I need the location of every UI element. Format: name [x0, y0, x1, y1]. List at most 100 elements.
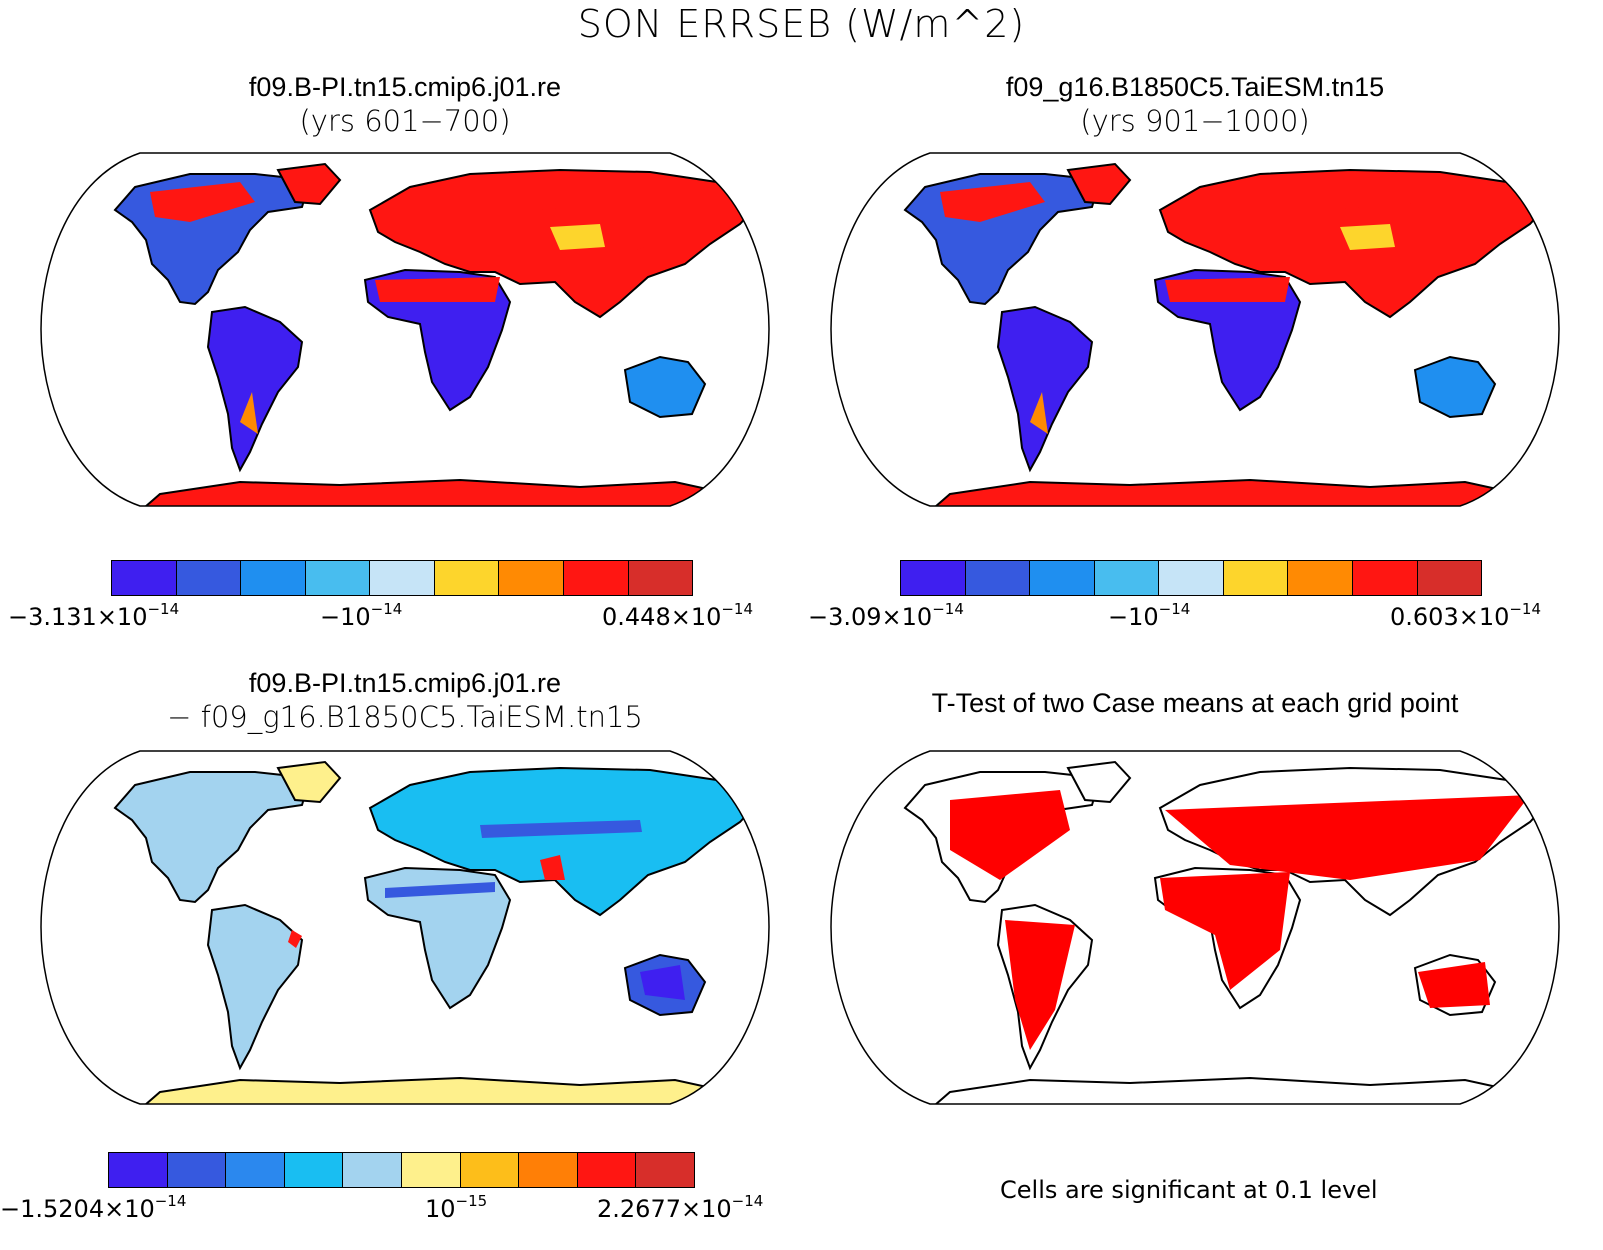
- map-frame: [830, 152, 1560, 507]
- panel-1-colorbar-label-max: 0.448×10−14: [602, 600, 754, 631]
- land-africa: [363, 268, 512, 412]
- panel-2-colorbar-label-max: 0.603×10−14: [1390, 600, 1542, 631]
- colorbar-box-6: [434, 561, 500, 595]
- land-europeAsia: [368, 766, 764, 917]
- colorbar-box-7: [499, 561, 564, 595]
- land-southAmerica: [206, 305, 304, 473]
- field-patch-1: [385, 882, 495, 898]
- panel-1-map: [40, 152, 770, 507]
- field-patch-5: [1030, 392, 1048, 434]
- colorbar-box-9: [577, 1153, 637, 1187]
- land-africa: [1153, 268, 1302, 412]
- field-patch-3: [550, 224, 605, 250]
- colorbar-box-4: [1094, 561, 1160, 595]
- colorbar-box-1: [112, 561, 177, 595]
- colorbar-box-2: [965, 561, 1031, 595]
- world-map: [40, 750, 770, 1105]
- panel-1-title: f09.B-PI.tn15.cmip6.j01.re (yrs 601−700): [40, 70, 770, 138]
- land-greenland: [276, 760, 342, 804]
- panel-2-title: f09_g16.B1850C5.TaiESM.tn15 (yrs 901−100…: [830, 70, 1560, 138]
- colorbar-box-8: [519, 1153, 578, 1187]
- significant-area-1: [950, 790, 1070, 880]
- colorbar-box-2: [176, 561, 242, 595]
- field-patch-3: [640, 965, 685, 1000]
- colorbar-box-5: [1159, 561, 1224, 595]
- panel-2-colorbar-label-min: −3.09×10−14: [808, 600, 964, 631]
- panel-2-title-line1: f09_g16.B1850C5.TaiESM.tn15: [1005, 72, 1385, 102]
- significant-area-4: [1005, 920, 1075, 1050]
- colorbar-box-1: [901, 561, 966, 595]
- colorbar-box-6: [401, 1153, 461, 1187]
- colorbar-box-4: [305, 561, 371, 595]
- colorbar-box-2: [167, 1153, 227, 1187]
- land-africa: [363, 866, 512, 1010]
- map-frame: [40, 152, 770, 507]
- panel-4-title: T-Test of two Case means at each grid po…: [830, 686, 1560, 720]
- map-frame: [40, 750, 770, 1105]
- land-antarctica: [142, 1076, 743, 1104]
- panel-4-note: Cells are significant at 0.1 level: [1000, 1176, 1378, 1204]
- panel-3-title-line2: − f09_g16.B1850C5.TaiESM.tn15: [167, 700, 643, 734]
- panel-1-colorbar: [111, 560, 693, 596]
- land-greenland: [1066, 162, 1132, 206]
- field-patch-4: [150, 182, 255, 222]
- panel-3-title: f09.B-PI.tn15.cmip6.j01.re − f09_g16.B18…: [40, 666, 770, 734]
- colorbar-box-5: [370, 561, 435, 595]
- world-map: [830, 750, 1560, 1105]
- panel-3-colorbar: [108, 1152, 695, 1188]
- land-southAmerica: [996, 305, 1094, 473]
- colorbar-box-8: [563, 561, 629, 595]
- field-patch-4: [540, 855, 565, 880]
- colorbar-box-5: [343, 1153, 402, 1187]
- panel-4-map: [830, 750, 1560, 1105]
- land-greenland: [276, 162, 342, 206]
- land-greenland: [1066, 760, 1132, 804]
- field-patch-5: [240, 392, 258, 434]
- colorbar-box-9: [1417, 561, 1482, 595]
- colorbar-box-3: [241, 561, 306, 595]
- map-frame: [830, 750, 1560, 1105]
- world-map: [830, 152, 1560, 507]
- field-patch-2: [480, 820, 642, 838]
- panel-3-colorbar-label-min: −1.5204×10−14: [0, 1192, 187, 1223]
- land-southAmerica: [206, 903, 304, 1071]
- panel-1-title-line1: f09.B-PI.tn15.cmip6.j01.re: [248, 72, 562, 102]
- panel-3-colorbar-label-max: 2.2677×10−14: [597, 1192, 764, 1223]
- panel-1-title-line2: (yrs 601−700): [299, 104, 511, 138]
- colorbar-box-1: [109, 1153, 168, 1187]
- land-australia: [623, 355, 707, 419]
- panel-4-title-line1: T-Test of two Case means at each grid po…: [931, 688, 1459, 718]
- field-patch-1: [375, 277, 500, 302]
- colorbar-box-7: [460, 1153, 520, 1187]
- panel-1-colorbar-label-mid: −10−14: [320, 600, 403, 631]
- panel-2-map: [830, 152, 1560, 507]
- panel-3-colorbar-label-mid: 10−15: [425, 1192, 488, 1223]
- land-antarctica: [932, 478, 1533, 506]
- panel-2-colorbar-label-mid: −10−14: [1108, 600, 1191, 631]
- field-patch-1: [1165, 277, 1290, 302]
- colorbar-box-8: [1352, 561, 1418, 595]
- significant-area-5: [1418, 962, 1490, 1008]
- colorbar-box-10: [636, 1153, 694, 1187]
- colorbar-box-3: [226, 1153, 285, 1187]
- field-patch-4: [940, 182, 1045, 222]
- land-antarctica: [142, 478, 743, 506]
- colorbar-box-7: [1288, 561, 1353, 595]
- figure-title: SON ERRSEB (W/m^2): [577, 2, 1026, 46]
- panel-2-colorbar: [900, 560, 1482, 596]
- panel-1-colorbar-label-min: −3.131×10−14: [8, 600, 180, 631]
- land-antarctica: [932, 1076, 1533, 1104]
- significant-area-2: [1165, 795, 1530, 880]
- colorbar-box-3: [1030, 561, 1095, 595]
- panel-2-title-line2: (yrs 901−1000): [1080, 104, 1310, 138]
- colorbar-box-4: [284, 1153, 344, 1187]
- colorbar-box-9: [628, 561, 693, 595]
- colorbar-box-6: [1223, 561, 1289, 595]
- world-map: [40, 152, 770, 507]
- field-patch-5: [288, 930, 302, 948]
- land-northAmerica: [113, 771, 312, 904]
- significant-area-3: [1160, 872, 1290, 990]
- panel-3-title-line1: f09.B-PI.tn15.cmip6.j01.re: [248, 668, 562, 698]
- panel-3-map: [40, 750, 770, 1105]
- field-patch-3: [1340, 224, 1395, 250]
